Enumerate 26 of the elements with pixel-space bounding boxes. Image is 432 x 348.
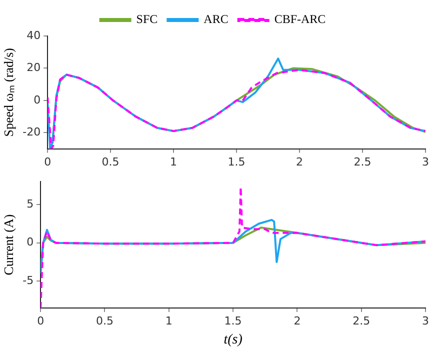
y-tick-label: 40 [26, 28, 41, 42]
x-tick-label: 1 [165, 314, 172, 328]
x-tick-label: 2 [294, 314, 301, 328]
x-tick-label: 2.5 [354, 155, 372, 168]
y-tick-label: 20 [26, 61, 41, 74]
y-tick-label: 5 [26, 197, 34, 210]
y-tick-label: -5 [22, 274, 34, 288]
x-tick-label: 3 [422, 155, 429, 168]
x-tick-label: 1.5 [228, 155, 246, 168]
y-axis-title: Current (A) [1, 214, 16, 276]
x-tick-label: 1 [170, 155, 178, 168]
legend-label: ARC [204, 12, 228, 26]
y-tick-label: -20 [22, 126, 41, 139]
legend-label: SFC [136, 12, 158, 26]
y-tick-label: 0 [34, 93, 41, 106]
x-tick-label: 0.5 [96, 314, 114, 328]
x-tick-label: 0.5 [102, 155, 120, 168]
x-tick-label: 2.5 [352, 314, 370, 328]
x-tick-label: 3 [422, 314, 429, 328]
y-axis-title: Speed ωₘ (rad/s) [1, 48, 16, 137]
x-tick-label: 2 [296, 155, 304, 168]
y-tick-label: 0 [26, 236, 34, 249]
x-tick-label: 0 [44, 155, 52, 168]
x-tick-label: 1.5 [224, 314, 242, 328]
x-axis-title: t(s) [224, 332, 243, 348]
legend-label: CBF-ARC [274, 12, 326, 26]
